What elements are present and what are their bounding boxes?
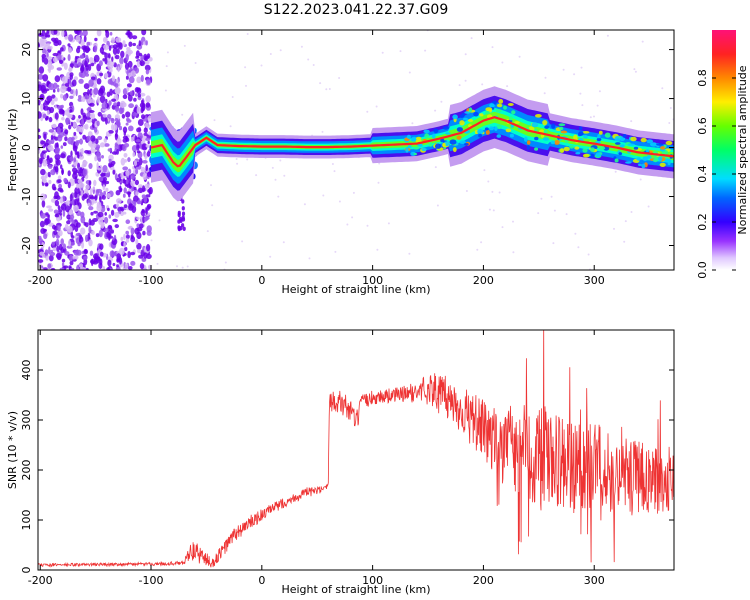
colorbar-label: Normalized spectral amplitude (736, 65, 749, 234)
colorbar-tick-label: 0.6 (696, 117, 709, 135)
colorbar-tick-label: 0.2 (696, 213, 709, 231)
x-tick-label: 0 (258, 574, 265, 587)
spectrogram-plot-area (38, 30, 674, 270)
spectrogram-noise-region (38, 30, 674, 270)
y-tick-label: -20 (20, 237, 33, 255)
y-tick-label: 0 (20, 567, 33, 574)
y-tick-label: 400 (20, 360, 33, 381)
snr-series-line (38, 330, 674, 568)
figure-title: S122.2023.041.22.37.G09 (264, 2, 449, 18)
spectrogram-x-axis: -200 -100 0 100 200 300 (28, 30, 605, 287)
y-tick-label: 0 (20, 144, 33, 151)
snr-y-label: SNR (10 * v/v) (6, 411, 19, 489)
x-tick-label: -100 (139, 574, 164, 587)
spectrogram-y-axis: -20 -10 0 10 20 (20, 43, 674, 255)
snr-x-label: Height of straight line (km) (281, 583, 430, 596)
y-tick-label: -10 (20, 188, 33, 206)
colorbar-axis: 0.0 0.2 0.4 0.6 0.8 (696, 69, 736, 279)
x-tick-label: 0 (258, 274, 265, 287)
y-tick-label: 10 (20, 92, 33, 106)
y-tick-label: 100 (20, 510, 33, 531)
snr-y-axis: 0 100 200 300 400 (20, 360, 674, 574)
x-tick-label: -200 (28, 274, 53, 287)
x-tick-label: 200 (473, 574, 494, 587)
ridge-peak-line (150, 116, 674, 168)
snr-panel: -200 -100 0 100 200 300 0 100 200 300 400 Height … (6, 329, 675, 596)
x-tick-label: 200 (473, 274, 494, 287)
x-tick-label: 100 (362, 574, 383, 587)
snr-x-axis: -200 -100 0 100 200 300 (28, 330, 605, 587)
x-tick-label: -100 (139, 274, 164, 287)
colorbar-tick-label: 0.8 (696, 69, 709, 87)
y-tick-label: 20 (20, 43, 33, 57)
spectrogram-y-label: Frequency (Hz) (6, 109, 19, 192)
colorbar-tick-label: 0.0 (696, 261, 709, 279)
snr-frame (37, 329, 675, 571)
snr-plot-area (38, 330, 674, 568)
colorbar-gradient (712, 30, 736, 270)
colorbar-tick-label: 0.4 (696, 165, 709, 183)
y-tick-label: 200 (20, 460, 33, 481)
ridge-core-band (151, 111, 674, 173)
y-tick-label: 300 (20, 410, 33, 431)
spectrogram-frame (37, 29, 675, 271)
x-tick-label: 100 (362, 274, 383, 287)
x-tick-label: 300 (584, 574, 605, 587)
colorbar: 0.0 0.2 0.4 0.6 0.8 Normalized spectral ampl… (696, 30, 749, 279)
x-tick-label: 300 (584, 274, 605, 287)
x-tick-label: -200 (28, 574, 53, 587)
spectrogram-x-label: Height of straight line (km) (281, 283, 430, 296)
